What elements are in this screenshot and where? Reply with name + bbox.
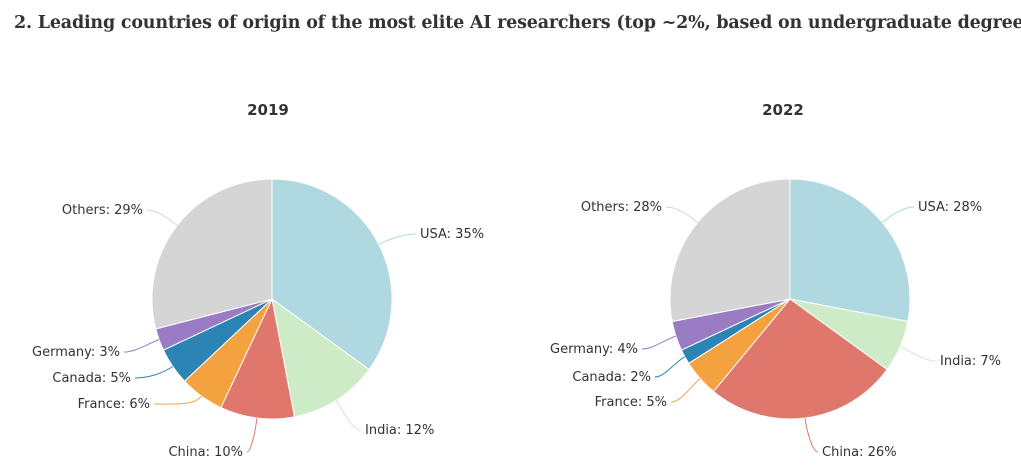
leader-line-others-2022 (665, 206, 698, 223)
leader-line-canada-2022 (654, 356, 686, 378)
chart-title-2019: 2019 (247, 101, 289, 119)
pie-slice-china-2019[interactable] (220, 297, 296, 420)
pie-slice-usa-2019[interactable] (271, 178, 393, 371)
slice-label-china-2019: China: 10% (168, 445, 243, 460)
slice-label-france-2022: France: 5% (595, 395, 667, 410)
leader-line-india-2022 (899, 346, 937, 362)
slice-label-india-2022: India: 7% (940, 354, 1001, 369)
leader-line-china-2022 (804, 418, 819, 453)
chart-title-2022: 2022 (762, 101, 804, 119)
slice-label-others-2019: Others: 29% (62, 203, 143, 218)
pie-chart-2022: USA: 28% India: 7% China: 26% France: 5% Can… (550, 178, 1001, 460)
leader-line-others-2019 (146, 209, 178, 226)
pie-chart-2019: USA: 35% India: 12% China: 10% France: 6% Ca… (32, 178, 484, 460)
slice-label-usa-2022: USA: 28% (918, 200, 982, 215)
leader-line-france-2022 (670, 378, 701, 403)
leader-line-france-2019 (153, 395, 202, 405)
leader-line-usa-2022 (882, 206, 915, 223)
slice-label-canada-2022: Canada: 2% (572, 370, 651, 385)
pie-slice-others-2022[interactable] (669, 178, 791, 323)
leader-line-germany-2022 (641, 335, 677, 350)
slice-label-germany-2022: Germany: 4% (550, 342, 638, 357)
leader-line-usa-2019 (378, 233, 417, 245)
slice-label-canada-2019: Canada: 5% (52, 371, 131, 386)
pie-slice-china-2022[interactable] (712, 298, 888, 420)
leader-line-canada-2019 (134, 366, 174, 379)
leader-line-india-2019 (335, 400, 362, 431)
pie-slice-usa-2022[interactable] (789, 178, 911, 323)
leader-line-germany-2019 (123, 339, 160, 353)
slice-label-usa-2019: USA: 35% (420, 227, 484, 242)
slice-label-france-2019: France: 6% (78, 397, 150, 412)
page-title: 2. Leading countries of origin of the mo… (14, 13, 1021, 33)
slice-label-others-2022: Others: 28% (581, 200, 662, 215)
slice-label-china-2022: China: 26% (822, 445, 897, 460)
slice-label-germany-2019: Germany: 3% (32, 345, 120, 360)
leader-line-china-2019 (246, 418, 258, 453)
slice-label-india-2019: India: 12% (365, 423, 434, 438)
